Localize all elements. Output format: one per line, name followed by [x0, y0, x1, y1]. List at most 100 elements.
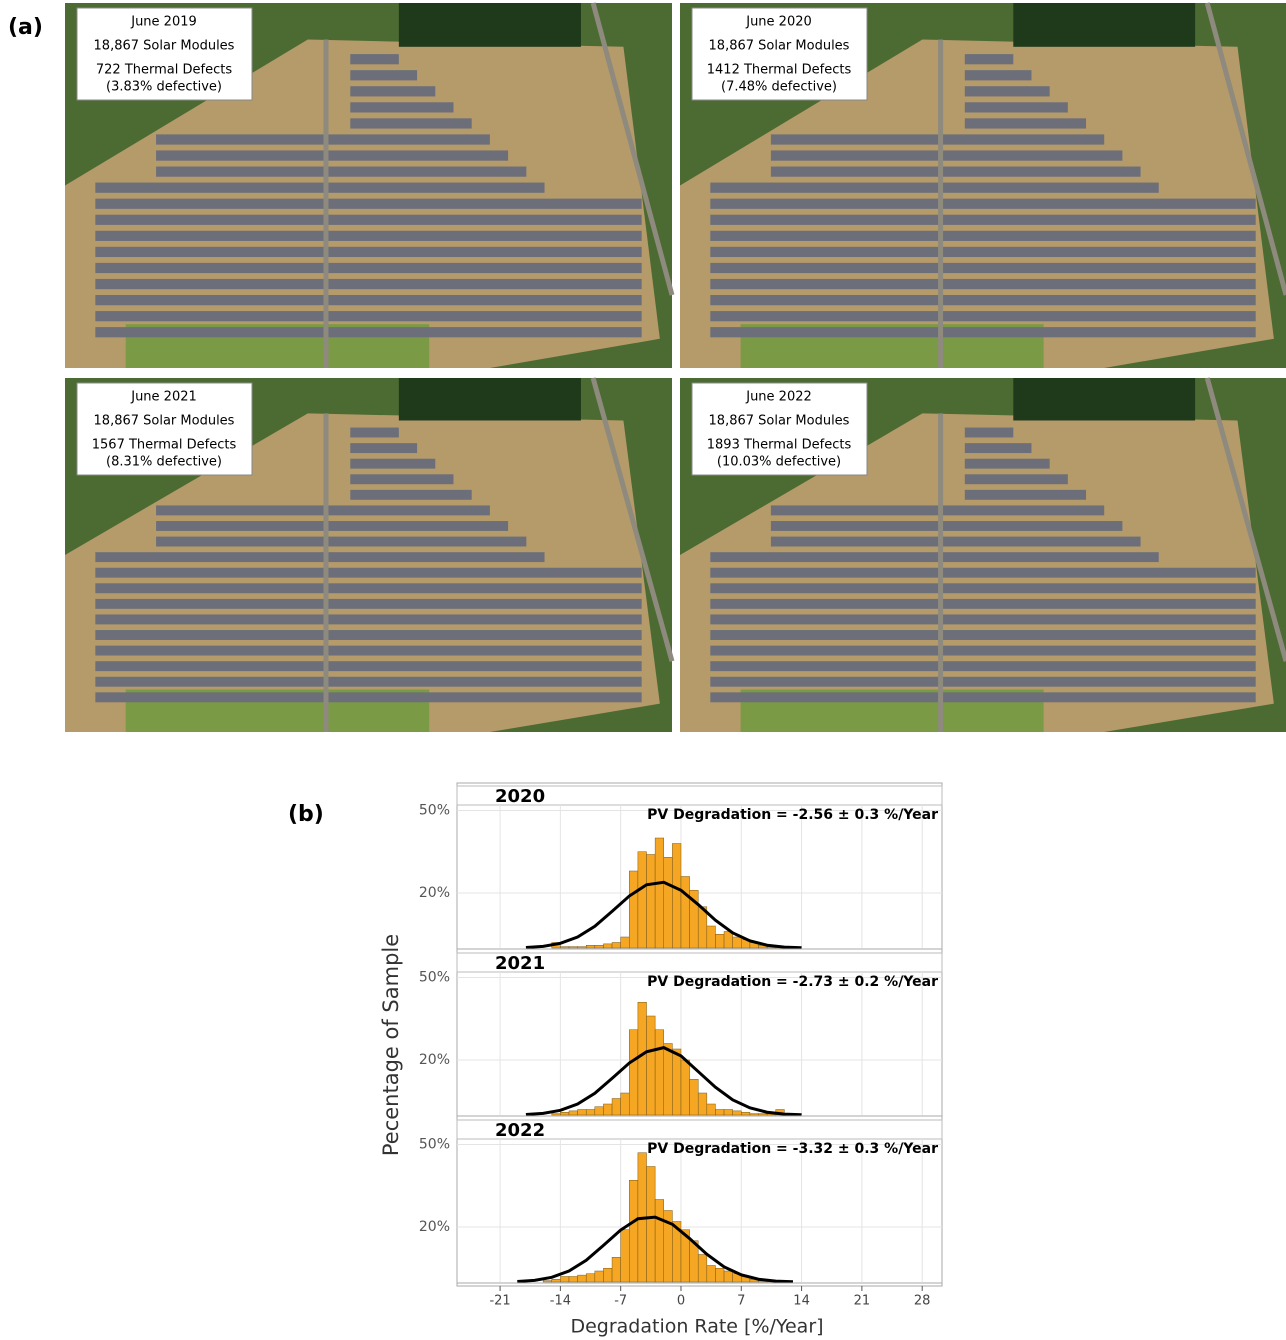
bar [551, 1113, 561, 1116]
aerial-images: June 2019 18,867 Solar Modules 722 Thermal… [65, 2, 1286, 732]
panel-row [95, 182, 545, 193]
panel-row [156, 166, 527, 177]
x-tick-label: -14 [550, 1294, 571, 1309]
panel-row [964, 102, 1068, 113]
bar [568, 946, 578, 949]
bar [594, 1270, 604, 1283]
panel-row [710, 661, 1256, 672]
bar [577, 1109, 587, 1116]
panel-row [350, 102, 454, 113]
panel-row [350, 474, 454, 485]
bar [603, 1103, 613, 1116]
bar [654, 1029, 664, 1116]
info-text: 1567 Thermal Defects [92, 438, 237, 453]
panel-row [95, 278, 642, 290]
panel-row [95, 661, 642, 672]
road [590, 2, 675, 296]
bar [689, 1079, 699, 1116]
panel-row [95, 262, 642, 274]
info-text: June 2022 [745, 390, 812, 405]
bar [646, 854, 656, 949]
dark-trees [398, 378, 581, 421]
panel-row [95, 295, 642, 306]
annotation: PV Degradation = -3.32 ± 0.3 %/Year [647, 1141, 938, 1157]
x-tick-label: -21 [489, 1294, 510, 1309]
panel-row [95, 246, 642, 258]
bar [603, 1268, 613, 1283]
panel-label: (b) [288, 802, 324, 827]
panel-row [710, 598, 1256, 609]
info-text: 18,867 Solar Modules [94, 39, 235, 54]
panel-row [710, 676, 1256, 687]
panel-row [350, 118, 472, 129]
facet-title: 2020 [495, 786, 545, 807]
panel-row [710, 278, 1256, 290]
panel-row [156, 505, 490, 516]
road [1204, 377, 1286, 662]
aerial-image: June 2021 18,867 Solar Modules 1567 Therma… [65, 377, 675, 732]
panel-row [710, 182, 1159, 193]
panel-row [770, 166, 1141, 177]
panel-row [964, 70, 1032, 81]
panel-row [964, 427, 1014, 438]
bar [560, 946, 570, 949]
panel-row [710, 311, 1256, 322]
bar [603, 943, 613, 949]
panel-row [95, 614, 642, 625]
panel-row [710, 645, 1256, 656]
annotation: PV Degradation = -2.56 ± 0.3 %/Year [647, 807, 938, 823]
y-tick-label: 50% [419, 1137, 450, 1153]
panel-row [156, 536, 527, 547]
panel-row [710, 692, 1256, 703]
facet-title: 2022 [495, 1120, 545, 1141]
panel-row [770, 505, 1105, 516]
bar [680, 876, 690, 949]
panel-row [95, 311, 642, 322]
x-tick-label: 21 [854, 1294, 871, 1309]
x-tick-label: 28 [914, 1294, 931, 1309]
panel-row [770, 150, 1123, 161]
bar [706, 1265, 716, 1283]
panel-row [710, 246, 1256, 258]
histogram-panel: 2020 20% 50% PV Degradation = -2.56 ± 0.3 %… [379, 782, 943, 1338]
dark-trees [398, 3, 581, 47]
panel-row [710, 567, 1256, 578]
y-tick-label: 20% [419, 1219, 450, 1235]
panel-row [770, 134, 1105, 145]
bar [585, 1273, 596, 1283]
bar [594, 1106, 604, 1116]
aerial-image: June 2020 18,867 Solar Modules 1412 Therma… [680, 2, 1286, 368]
bar [723, 1270, 733, 1283]
bar [585, 945, 596, 949]
bar [629, 1029, 639, 1116]
road [590, 377, 675, 662]
panel-row [95, 598, 642, 609]
info-text: (8.31% defective) [106, 455, 222, 470]
bar [715, 1109, 725, 1116]
panel-row [770, 536, 1141, 547]
info-text: 18,867 Solar Modules [709, 39, 850, 54]
panel-row [95, 645, 642, 656]
panel-row [964, 489, 1087, 500]
panel-row [95, 692, 642, 703]
x-tick-label: 14 [793, 1294, 810, 1309]
bar [551, 1279, 561, 1283]
panel-label: (a) [8, 15, 43, 40]
bar [646, 1166, 656, 1283]
bar [560, 1276, 570, 1283]
bar [672, 843, 682, 949]
panel-row [95, 676, 642, 687]
bar [629, 870, 639, 949]
panel-row [350, 54, 399, 65]
bar [723, 1109, 733, 1116]
panel-row [964, 86, 1050, 97]
panel-row [95, 630, 642, 640]
frame [456, 782, 943, 1287]
y-tick-label: 50% [419, 970, 450, 986]
x-tick-label: -7 [614, 1294, 627, 1309]
bar [568, 1276, 578, 1283]
bar [629, 1180, 639, 1283]
fit-curve [525, 880, 802, 950]
